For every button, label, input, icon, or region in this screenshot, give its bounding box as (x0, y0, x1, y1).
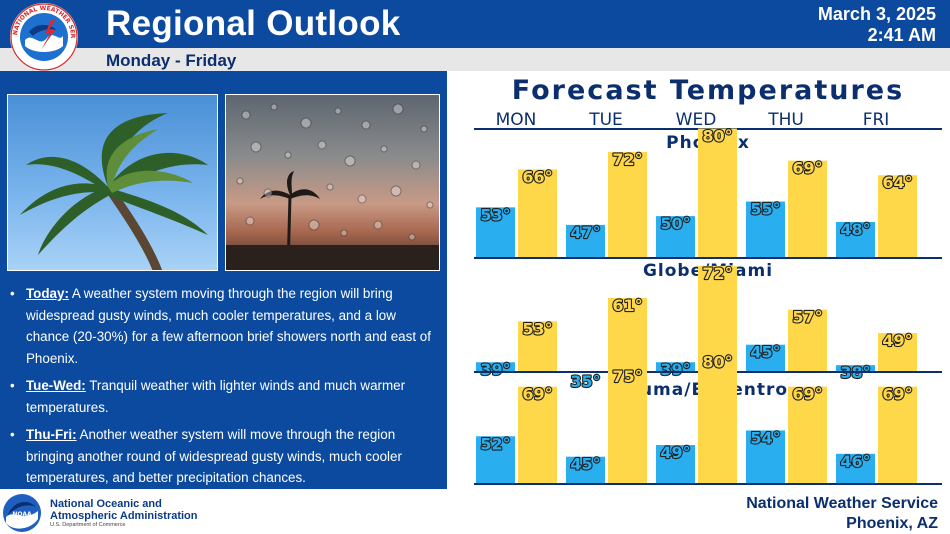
globe-miami-high-label-wed: 72° (702, 264, 732, 283)
globe-miami-low-bar-mon (476, 362, 515, 371)
phoenix-low-bar-wed (656, 216, 695, 257)
bullet-tue-wed: Tue-Wed: Tranquil weather with lighter w… (8, 375, 438, 418)
bullet-heading: Today: (26, 286, 69, 301)
noaa-name-line1: National Oceanic and (50, 498, 162, 510)
globe-miami-low-label-thu: 45° (750, 343, 780, 362)
globe-miami-high-label-fri: 49° (882, 331, 912, 350)
phoenix-low-label-thu: 55° (750, 200, 780, 219)
bullet-text: A weather system moving through the regi… (26, 286, 431, 366)
yuma-el-centro-low-label-fri: 46° (840, 452, 870, 471)
yuma-el-centro-high-label-mon: 69° (522, 385, 552, 404)
noaa-name-line2: Atmospheric Administration (50, 510, 198, 522)
yuma-el-centro-high-bar-wed (698, 354, 737, 483)
issued-date: March 3, 2025 (817, 4, 936, 24)
noaa-name: National Oceanic and Atmospheric Adminis… (50, 498, 198, 522)
phoenix-high-label-mon: 66° (522, 167, 552, 186)
yuma-el-centro-low-bar-mon (476, 436, 515, 483)
globe-miami-low-label-tue: 35° (570, 372, 600, 391)
header-bar (0, 0, 950, 48)
day-label-tue: TUE (588, 110, 623, 130)
yuma-el-centro-low-bar-wed (656, 445, 695, 483)
globe-miami-low-label-mon: 39° (480, 360, 510, 379)
globe-miami-high-bar-wed (698, 265, 737, 371)
yuma-el-centro-low-label-tue: 45° (570, 455, 600, 474)
globe-miami-high-label-tue: 61° (612, 296, 642, 315)
palm-tree-wind-photo (7, 94, 218, 271)
globe-miami-high-label-thu: 57° (792, 308, 822, 327)
day-label-mon: MON (496, 110, 537, 130)
phoenix-high-bar-wed (698, 128, 737, 257)
outlook-panel: Today: A weather system moving through t… (0, 71, 447, 489)
phoenix-low-label-wed: 50° (660, 214, 690, 233)
bullet-text: Another weather system will move through… (26, 427, 402, 485)
day-label-thu: THU (767, 110, 804, 130)
yuma-el-centro-high-bar-tue (608, 369, 647, 483)
noaa-logo-text: NOAA (12, 511, 32, 518)
nws-logo-icon: NATIONAL WEATHER SERVICE (5, 2, 78, 71)
phoenix-high-bar-fri (878, 175, 917, 257)
phoenix-low-bar-thu (746, 201, 785, 257)
subtitle-bar (0, 48, 950, 71)
phoenix-low-bar-tue (566, 224, 605, 257)
page-title: Regional Outlook (106, 4, 401, 43)
yuma-el-centro-low-bar-fri (836, 453, 875, 483)
bullet-text: Tranquil weather with lighter winds and … (26, 378, 406, 415)
globe-miami-low-bar-fri (836, 365, 875, 371)
globe-miami-high-bar-thu (788, 309, 827, 371)
globe-miami-high-label-mon: 53° (522, 319, 552, 338)
noaa-department: U.S. Department of Commerce (50, 522, 126, 528)
phoenix-low-label-fri: 48° (840, 220, 870, 239)
yuma-el-centro-low-label-wed: 49° (660, 443, 690, 462)
office-name: National Weather Service Phoenix, AZ (746, 494, 938, 534)
noaa-logo-icon: NOAA (3, 494, 41, 532)
phoenix-high-label-wed: 80° (702, 127, 732, 146)
phoenix-low-bar-mon (476, 207, 515, 257)
day-label-fri: FRI (863, 110, 890, 130)
day-label-wed: WED (676, 110, 717, 130)
phoenix-low-label-tue: 47° (570, 223, 600, 242)
forecast-temperature-chart: Forecast TemperaturesMONTUEWEDTHUFRIPhoe… (474, 75, 942, 485)
globe-miami-high-bar-mon (518, 321, 557, 371)
phoenix-high-bar-thu (788, 160, 827, 257)
bullet-thu-fri: Thu-Fri: Another weather system will mov… (8, 424, 438, 489)
office-line2: Phoenix, AZ (846, 515, 938, 532)
yuma-el-centro-high-label-tue: 75° (612, 367, 642, 386)
phoenix-high-label-thu: 69° (792, 159, 822, 178)
bullet-heading: Thu-Fri: (26, 427, 77, 442)
bullet-heading: Tue-Wed: (26, 378, 86, 393)
phoenix-high-label-fri: 64° (882, 173, 912, 192)
yuma-el-centro-high-label-wed: 80° (702, 353, 732, 372)
phoenix-low-label-mon: 53° (480, 205, 510, 224)
yuma-el-centro-high-bar-thu (788, 386, 827, 483)
yuma-el-centro-low-label-mon: 52° (480, 434, 510, 453)
yuma-el-centro-high-bar-mon (518, 386, 557, 483)
phoenix-low-bar-fri (836, 221, 875, 257)
yuma-el-centro-low-bar-tue (566, 456, 605, 483)
phoenix-high-bar-tue (608, 151, 647, 257)
globe-miami-low-bar-thu (746, 344, 785, 371)
yuma-el-centro-low-bar-thu (746, 430, 785, 483)
office-line1: National Weather Service (746, 495, 938, 512)
issued-datetime: March 3, 2025 2:41 AM (818, 4, 936, 46)
yuma-el-centro-high-label-thu: 69° (792, 385, 822, 404)
yuma-el-centro-low-label-thu: 54° (750, 428, 780, 447)
yuma-el-centro-high-bar-fri (878, 386, 917, 483)
issued-time: 2:41 AM (867, 25, 936, 45)
page-subtitle: Monday - Friday (106, 51, 237, 70)
globe-miami-high-bar-fri (878, 333, 917, 371)
globe-miami-low-bar-wed (656, 362, 695, 371)
globe-miami-high-bar-tue (608, 298, 647, 371)
rain-drops-window-photo (225, 94, 440, 271)
phoenix-high-label-tue: 72° (612, 150, 642, 169)
outlook-bullets: Today: A weather system moving through t… (8, 283, 438, 495)
chart-title: Forecast Temperatures (512, 75, 904, 106)
forecast-chart-panel: Forecast TemperaturesMONTUEWEDTHUFRIPhoe… (466, 71, 950, 489)
phoenix-high-bar-mon (518, 169, 557, 257)
yuma-el-centro-high-label-fri: 69° (882, 385, 912, 404)
globe-miami-low-label-wed: 39° (660, 360, 690, 379)
bullet-today: Today: A weather system moving through t… (8, 283, 438, 369)
